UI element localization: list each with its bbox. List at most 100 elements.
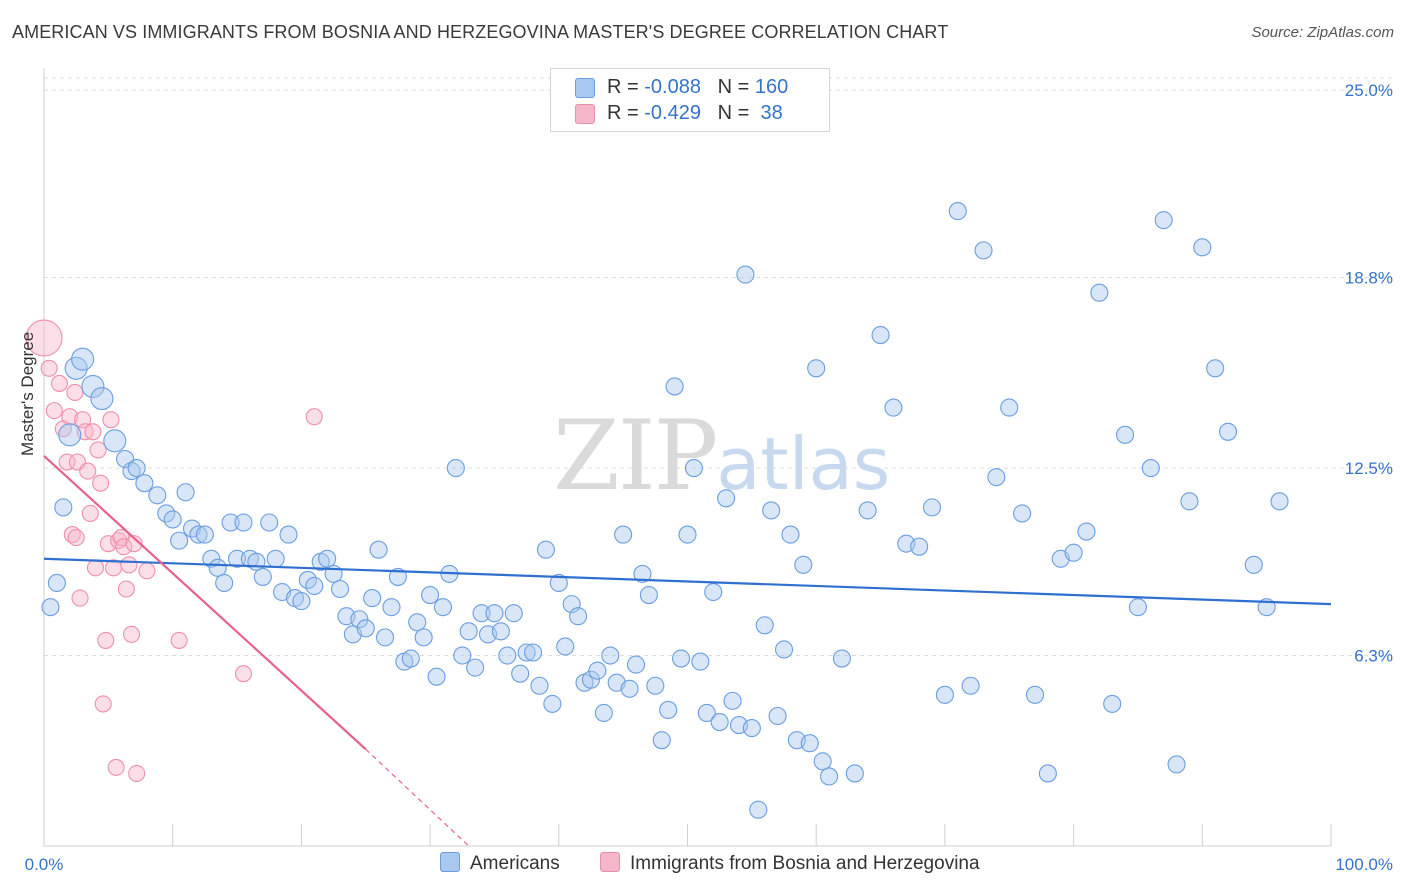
americans-point <box>305 576 324 596</box>
americans-point <box>569 607 588 626</box>
americans-point <box>1025 685 1045 704</box>
americans-point <box>382 598 401 617</box>
americans-point <box>163 510 182 529</box>
americans-point <box>697 703 716 723</box>
americans-point <box>884 398 903 417</box>
bottom-swatch-bosnia <box>600 852 620 872</box>
americans-point <box>1154 211 1173 230</box>
americans-point <box>704 582 723 602</box>
bosnia-point <box>138 562 156 580</box>
bottom-legend-bosnia: Immigrants from Bosnia and Herzegovina <box>600 852 980 875</box>
source-label: Source: ZipAtlas.com <box>1251 24 1394 41</box>
americans-point <box>910 537 929 556</box>
bosnia-point <box>115 538 133 556</box>
bosnia-point <box>86 559 105 577</box>
americans-point <box>491 622 510 641</box>
americans-point <box>1128 598 1147 617</box>
americans-point <box>485 604 504 623</box>
x-tick-label: 0.0% <box>25 855 64 874</box>
americans-point <box>536 540 555 559</box>
bosnia-point <box>67 529 85 547</box>
bosnia-point <box>170 631 188 649</box>
americans-point <box>800 734 819 753</box>
bosnia-point <box>122 625 141 643</box>
americans-trend-line <box>43 557 1332 606</box>
bosnia-point <box>125 535 143 553</box>
americans-point <box>408 613 427 632</box>
americans-point <box>813 752 832 771</box>
americans-point <box>1077 522 1096 541</box>
americans-point <box>41 598 60 617</box>
americans-point <box>472 604 491 623</box>
bosnia-point <box>25 319 63 357</box>
chart-title: AMERICAN VS IMMIGRANTS FROM BOSNIA AND H… <box>12 22 949 42</box>
bottom-legend-americans: Americans <box>440 852 560 875</box>
bosnia-point <box>66 383 84 402</box>
y-tick-label: 25.0% <box>1345 81 1393 100</box>
americans-point <box>646 676 665 695</box>
tick-labels: 6.3% 12.5% 18.8% 25.0% 0.0% 100.0% <box>25 81 1393 874</box>
americans-point <box>1141 459 1160 478</box>
americans-point <box>228 549 247 568</box>
trend-lines <box>43 455 1332 847</box>
americans-point <box>427 667 446 686</box>
americans-point <box>749 800 768 819</box>
americans-point <box>820 767 839 786</box>
americans-point <box>961 676 980 695</box>
americans-point <box>247 552 266 571</box>
americans-point <box>221 513 240 532</box>
americans-point <box>588 661 607 680</box>
legend-stats-bosnia: R = -0.429 N = 38 <box>607 102 783 124</box>
bosnia-point <box>107 758 125 776</box>
bosnia-point <box>84 423 102 441</box>
americans-point <box>717 489 736 508</box>
bosnia-point <box>71 589 89 607</box>
stats-legend: R = -0.088 N = 160 R = -0.429 N = 38 <box>550 68 830 132</box>
americans-point <box>871 325 890 345</box>
americans-point <box>517 643 536 662</box>
americans-point <box>974 241 993 260</box>
grid-lines <box>44 77 1392 657</box>
americans-point <box>1000 398 1019 417</box>
americans-point <box>388 567 407 586</box>
bosnia-point <box>58 453 76 471</box>
americans-point <box>530 676 549 695</box>
americans-point <box>845 764 864 783</box>
americans-point <box>832 649 851 668</box>
americans-point <box>665 377 684 396</box>
americans-point <box>858 501 877 520</box>
americans-point <box>762 501 781 520</box>
americans-point <box>330 579 350 599</box>
americans-point <box>433 598 453 617</box>
y-tick-label: 12.5% <box>1345 459 1393 478</box>
legend-stats-americans: R = -0.088 N = 160 <box>607 76 789 98</box>
bottom-legend-label-americans: Americans <box>470 853 560 874</box>
americans-point <box>215 573 234 593</box>
y-axis-label: Master's Degree <box>18 331 37 456</box>
bosnia-point <box>120 556 138 574</box>
y-tick-label: 6.3% <box>1354 647 1393 666</box>
americans-point <box>376 628 395 647</box>
x-tick-label: 100.0% <box>1335 855 1393 874</box>
americans-point <box>498 646 517 665</box>
bosnia-point <box>305 408 323 426</box>
americans-point <box>1090 283 1109 302</box>
bosnia-point <box>117 580 135 598</box>
americans-point <box>794 555 813 574</box>
americans-point <box>781 525 800 544</box>
americans-point <box>103 429 127 453</box>
americans-point <box>774 640 794 659</box>
americans-point <box>189 525 208 544</box>
americans-point <box>253 567 272 586</box>
americans-point <box>1244 555 1263 574</box>
americans-point <box>195 525 214 544</box>
bosnia-point <box>94 695 112 713</box>
bosnia-point <box>89 441 107 459</box>
americans-point <box>684 459 703 478</box>
americans-point <box>543 694 562 713</box>
americans-point <box>234 513 253 532</box>
americans-point <box>710 712 729 732</box>
americans-point <box>1180 492 1199 511</box>
americans-point <box>1218 422 1238 441</box>
americans-point <box>202 549 221 568</box>
